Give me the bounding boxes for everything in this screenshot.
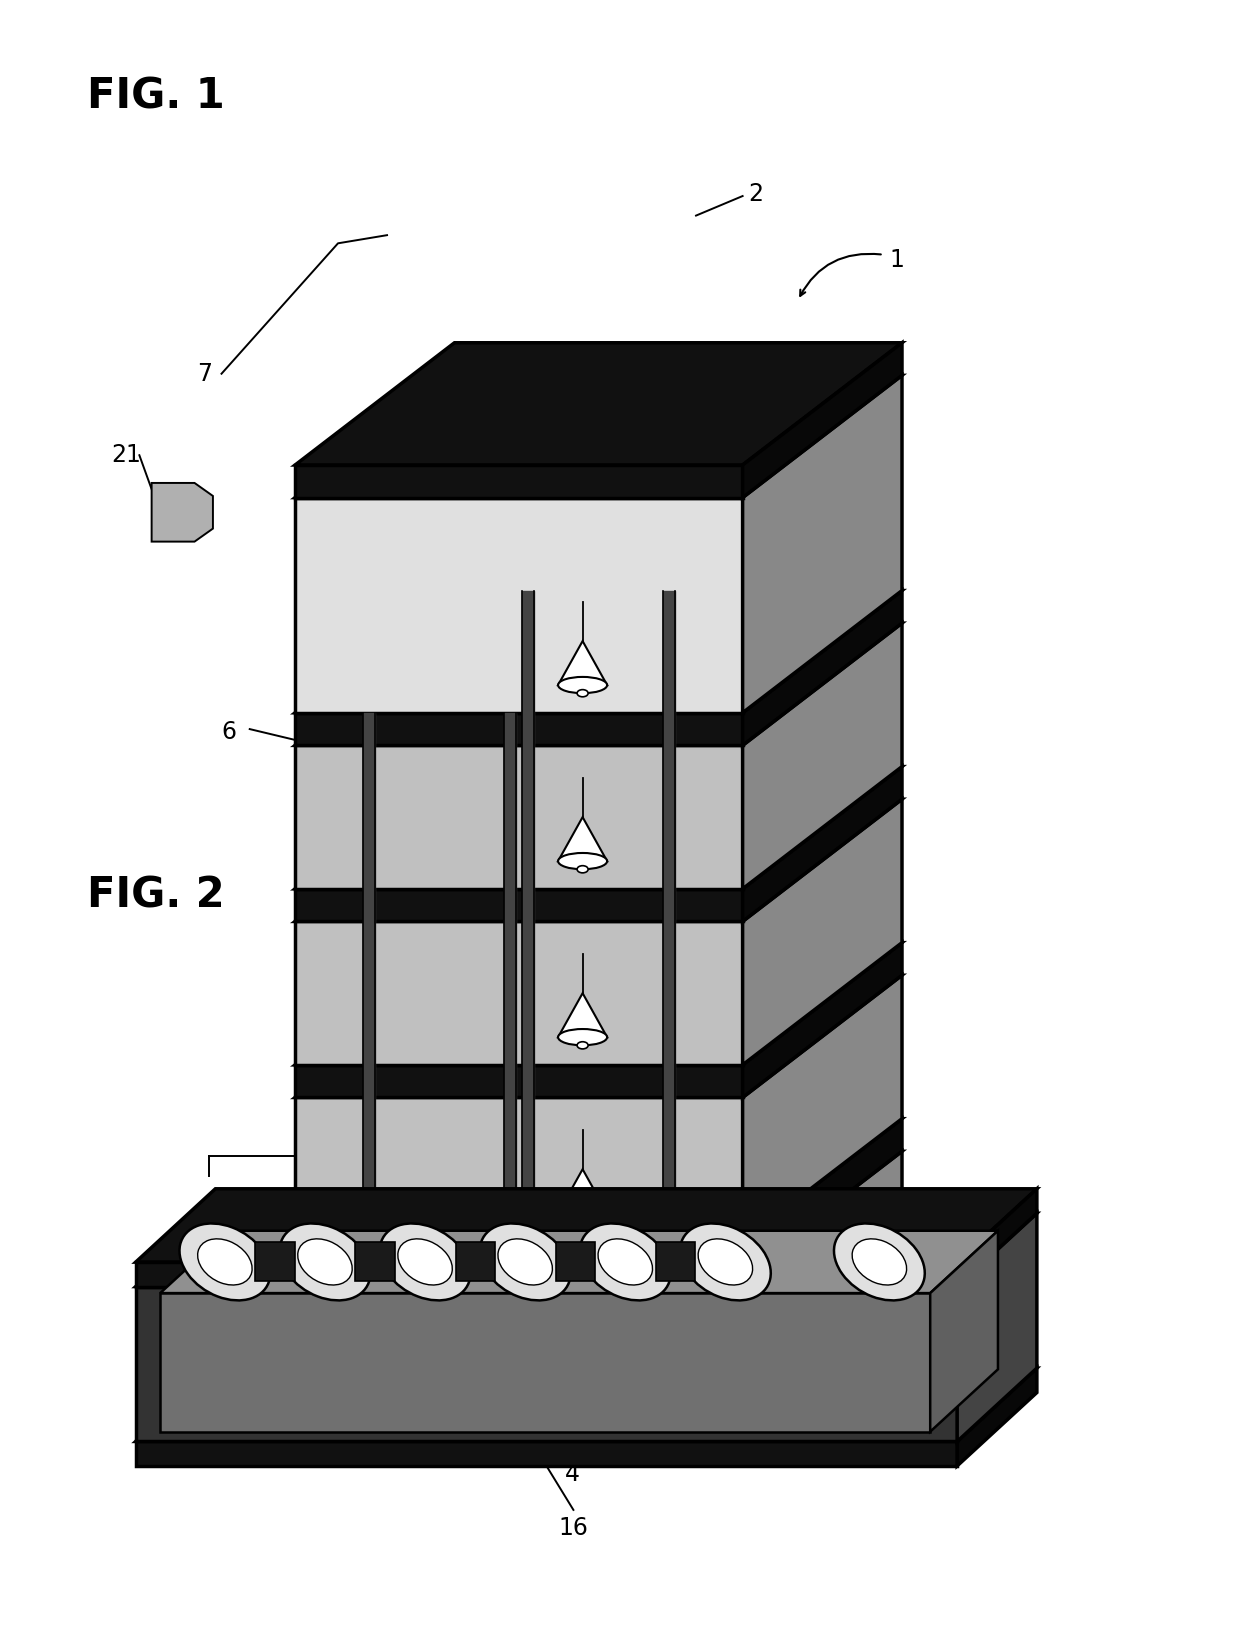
Polygon shape [135,1287,957,1442]
Polygon shape [295,713,743,745]
Ellipse shape [558,1029,608,1046]
Ellipse shape [577,689,588,697]
Ellipse shape [298,1240,352,1286]
Polygon shape [295,1065,743,1098]
Text: 7: 7 [197,362,212,386]
Ellipse shape [379,1223,470,1300]
Text: FIG. 2: FIG. 2 [87,875,224,916]
Polygon shape [356,1243,394,1281]
Polygon shape [558,641,608,686]
Polygon shape [295,1295,901,1417]
Polygon shape [957,1213,1037,1442]
Polygon shape [295,745,743,889]
Ellipse shape [577,866,588,873]
Polygon shape [135,1368,1037,1442]
Polygon shape [135,1189,1037,1263]
Ellipse shape [558,677,608,694]
Ellipse shape [598,1240,652,1286]
Polygon shape [558,993,608,1037]
Polygon shape [135,1442,957,1466]
Polygon shape [743,766,901,921]
Ellipse shape [580,1223,671,1300]
Polygon shape [455,1243,495,1281]
Polygon shape [295,465,743,498]
Polygon shape [255,1243,295,1281]
Text: 2: 2 [749,182,764,207]
Polygon shape [295,975,901,1098]
Polygon shape [295,1241,743,1274]
Ellipse shape [279,1223,371,1300]
Polygon shape [295,921,743,1065]
Polygon shape [135,1213,1037,1287]
Polygon shape [743,1151,901,1417]
Polygon shape [295,1098,743,1241]
Ellipse shape [835,1223,925,1300]
Polygon shape [295,942,901,1065]
Text: 3: 3 [822,569,837,593]
Polygon shape [957,1189,1037,1287]
Ellipse shape [577,1218,588,1225]
Text: 17: 17 [920,1274,950,1299]
Text: 16: 16 [559,1516,589,1540]
Polygon shape [556,1243,595,1281]
Text: FIG. 1: FIG. 1 [87,76,224,117]
Text: 5: 5 [822,628,837,651]
Text: 21: 21 [112,444,141,467]
Polygon shape [151,483,213,541]
Ellipse shape [480,1223,570,1300]
Polygon shape [743,799,901,1065]
Ellipse shape [680,1223,771,1300]
Polygon shape [295,1151,901,1274]
Polygon shape [160,1294,930,1432]
Ellipse shape [577,1042,588,1049]
Polygon shape [295,375,901,498]
Polygon shape [295,623,901,745]
Polygon shape [743,342,901,498]
Ellipse shape [558,1205,608,1221]
Polygon shape [295,342,901,465]
Text: 1: 1 [890,248,905,271]
Ellipse shape [498,1240,552,1286]
Polygon shape [160,1231,998,1294]
Text: 20: 20 [745,1108,776,1133]
Polygon shape [957,1368,1037,1466]
Ellipse shape [398,1240,453,1286]
Polygon shape [743,942,901,1098]
Polygon shape [743,590,901,745]
Text: 6: 6 [222,720,237,745]
Polygon shape [295,799,901,921]
Polygon shape [743,1295,901,1450]
Polygon shape [295,889,743,921]
Text: 10': 10' [976,1215,1012,1238]
Polygon shape [930,1231,998,1432]
Ellipse shape [698,1240,753,1286]
Polygon shape [295,590,901,713]
Ellipse shape [197,1240,252,1286]
Polygon shape [295,1274,743,1417]
Ellipse shape [180,1223,270,1300]
Polygon shape [295,766,901,889]
Polygon shape [743,1118,901,1274]
Polygon shape [743,375,901,713]
Text: 20: 20 [391,1108,420,1133]
Polygon shape [295,498,743,713]
Polygon shape [558,1169,608,1213]
Polygon shape [558,817,608,861]
Ellipse shape [558,853,608,870]
Text: 4: 4 [565,1462,580,1486]
Ellipse shape [852,1240,906,1286]
Polygon shape [743,975,901,1241]
Text: 10: 10 [822,690,852,715]
Polygon shape [295,1417,743,1450]
Polygon shape [656,1243,694,1281]
Polygon shape [743,623,901,889]
Polygon shape [295,1118,901,1241]
Polygon shape [135,1263,957,1287]
